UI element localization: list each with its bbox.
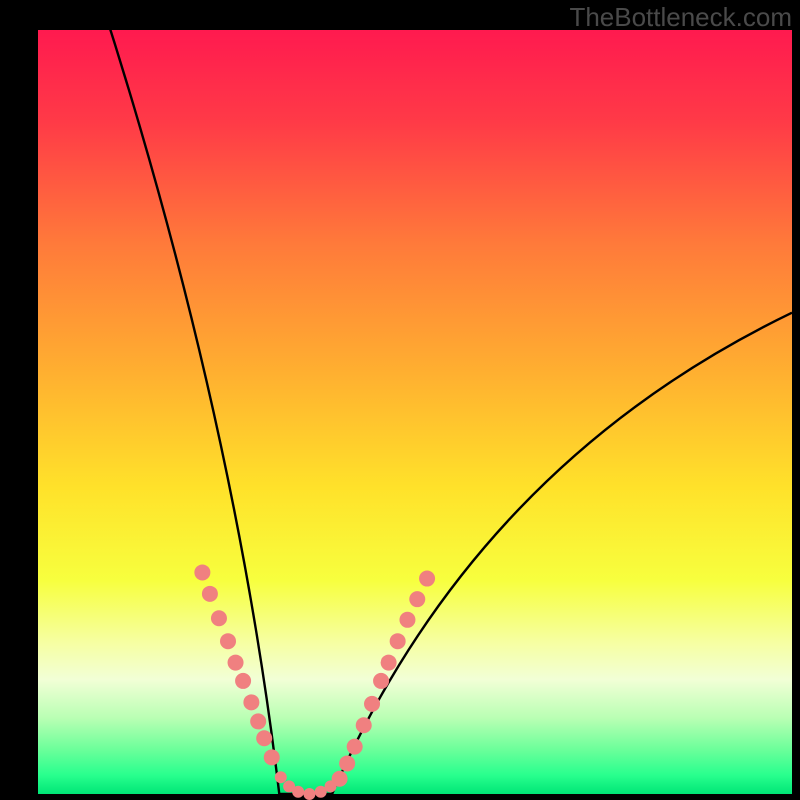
highlight-dot	[373, 673, 389, 689]
highlight-dot	[250, 713, 266, 729]
highlight-dot	[419, 571, 435, 587]
highlight-dot	[256, 730, 272, 746]
highlight-dot	[347, 739, 363, 755]
highlight-dot	[356, 717, 372, 733]
highlight-dot	[399, 612, 415, 628]
highlight-dot	[409, 591, 425, 607]
highlight-dot	[235, 673, 251, 689]
highlight-dot	[275, 771, 287, 783]
bottleneck-chart-svg	[0, 0, 800, 800]
highlight-dot	[292, 786, 304, 798]
highlight-dot	[390, 633, 406, 649]
highlight-dot	[220, 633, 236, 649]
highlight-dot	[381, 655, 397, 671]
highlight-dot	[228, 655, 244, 671]
highlight-dot	[202, 586, 218, 602]
highlight-dot	[211, 610, 227, 626]
highlight-dot	[339, 755, 355, 771]
highlight-dot	[194, 564, 210, 580]
highlight-dot	[243, 694, 259, 710]
highlight-dot	[264, 749, 280, 765]
chart-stage: TheBottleneck.com	[0, 0, 800, 800]
highlight-dot	[303, 788, 315, 800]
highlight-dot	[364, 696, 380, 712]
highlight-dot	[332, 771, 348, 787]
plot-background	[38, 30, 792, 794]
